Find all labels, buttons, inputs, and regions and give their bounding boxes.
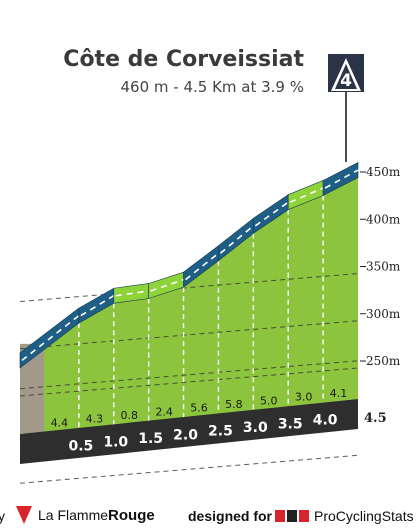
km-tick-label: 3.0 xyxy=(243,420,268,436)
flamme-rouge-brand[interactable]: La FlammeRouge xyxy=(38,507,155,524)
elevation-grid-line xyxy=(19,367,359,397)
elevation-tick-label: 450m xyxy=(366,165,401,179)
km-tick-label: 0.5 xyxy=(68,438,93,454)
segment-gradient-label: 3.0 xyxy=(295,391,313,404)
km-tick-label: 1.0 xyxy=(103,435,128,451)
elevation-grid-line xyxy=(19,360,359,390)
segment-gradient-label: 4.1 xyxy=(330,387,348,400)
km-tick-label: 2.5 xyxy=(208,424,233,440)
road-centre-line xyxy=(289,187,324,203)
segment-gradient-label: 5.8 xyxy=(225,398,243,411)
profile-plot-area: 450m 400m 350m 300m 250m 0.5 1.0 1.5 2.0 2.5 3.0 3.… xyxy=(19,162,401,484)
elevation-grid-line xyxy=(19,273,359,302)
km-tick-label: 3.5 xyxy=(278,416,303,432)
brand-bold: Rouge xyxy=(108,507,155,524)
km-base-band xyxy=(20,399,358,464)
road-centre-line xyxy=(150,278,184,292)
flamme-rouge-icon xyxy=(16,506,32,524)
elevation-tick-label: 350m xyxy=(366,260,401,274)
road-centre-line xyxy=(21,314,80,361)
badge-category-label: 4 xyxy=(340,71,352,91)
footer-left-fragment: y xyxy=(0,508,5,524)
segment-gradient-label: 2.4 xyxy=(155,405,173,418)
brand-light: La Flamme xyxy=(38,507,109,523)
profile-slope-area xyxy=(44,176,358,432)
badge-inner xyxy=(335,64,357,89)
segment-gradient-label: 4.4 xyxy=(51,416,69,429)
elevation-tick-label: 300m xyxy=(366,307,401,321)
road-centre-line xyxy=(219,225,254,254)
segment-gradient-label: 0.8 xyxy=(120,409,138,422)
road-centre-line xyxy=(185,252,219,281)
road-centre-line xyxy=(254,201,289,227)
category-badge: 4 xyxy=(328,54,364,162)
segment-gradient-label: 4.3 xyxy=(86,413,104,426)
km-tick-label: 2.0 xyxy=(173,427,198,443)
pcs-logo-icon xyxy=(275,510,309,522)
chart-subtitle: 460 m - 4.5 Km at 3.9 % xyxy=(120,78,304,96)
road-segment xyxy=(322,162,359,196)
segment-gradient-label: 5.0 xyxy=(260,394,278,407)
elevation-grid-line xyxy=(19,454,359,484)
segment-gradient-label: 5.6 xyxy=(190,402,208,415)
profile-side-wall xyxy=(20,343,44,434)
km-tick-label: 1.5 xyxy=(138,431,163,447)
elevation-tick-label: 400m xyxy=(366,212,401,226)
km-tick-label: 4.0 xyxy=(313,413,338,429)
elevation-tick-label: 250m xyxy=(366,354,401,368)
chart-title: Côte de Corveissiat xyxy=(63,47,304,72)
road-centre-line xyxy=(115,290,149,297)
designed-for-label: designed for xyxy=(188,508,273,524)
procyclingstats-link[interactable]: ProCyclingStats xyxy=(314,508,414,524)
elevation-grid-line xyxy=(19,320,359,350)
end-km-label: 4.5 xyxy=(364,411,387,426)
footer: y La FlammeRouge designed for ProCycling… xyxy=(0,502,420,530)
